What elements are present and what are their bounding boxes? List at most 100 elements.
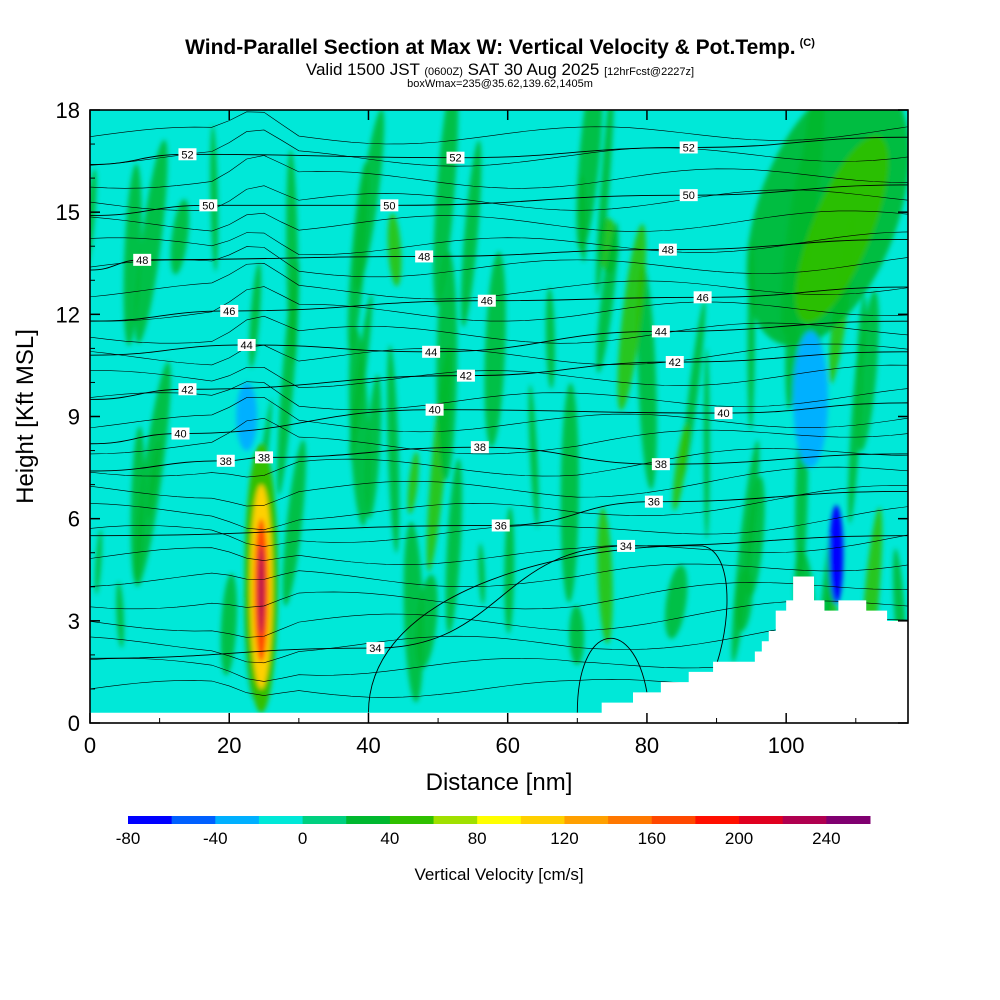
contour-label: 48 [136,255,148,267]
colorbar-swatch [258,816,304,824]
contour-label-bg [456,369,475,382]
downdraft-east [829,505,844,604]
colorbar-tick-label: 40 [380,829,399,848]
colorbar-tick-label: 80 [468,829,487,848]
theta-contour-minor [90,155,908,189]
colorbar-swatch [520,816,565,824]
colorbar-tick-label: -80 [116,829,141,848]
updraft-streak [856,290,879,452]
colorbar-swatch [826,816,871,824]
colorbar-tick-label: 240 [812,829,840,848]
updraft-streak [282,439,307,606]
contour-label-bg [491,519,510,532]
colorbar-swatch [782,816,827,824]
theta-contour-minor [90,619,908,664]
field-layer [90,110,908,723]
updraft-streak [576,110,603,253]
theta-contour-minor [90,364,908,388]
theta-contour-minor [90,600,908,638]
updraft-streak [387,213,402,287]
theta-contour-minor [90,263,908,300]
contour-label-bg [714,407,733,420]
theta-contour-44 [90,320,908,356]
y-tick-label: 15 [56,200,80,225]
contour-label-bg [446,151,465,164]
contour-label-bg [216,454,235,467]
contour-label-bg [415,250,434,263]
updraft-streak [210,125,219,272]
downdraft-east-upper [793,331,828,468]
x-tick-label: 100 [768,733,805,758]
theta-contour-minor [90,563,908,588]
updraft-streak [220,573,238,676]
colorbar-swatch [564,816,609,824]
contour-label: 34 [369,643,381,655]
updraft-streak [528,384,539,529]
x-tick-label: 80 [635,733,659,758]
contour-label-bg [644,495,663,508]
contour-label: 42 [669,357,681,369]
y-tick-label: 18 [56,98,80,123]
updraft-streak [348,326,370,527]
colorbar-swatch [215,816,260,824]
updraft-streak [116,581,125,648]
updraft-streak [735,567,753,632]
contour-label: 46 [223,306,235,318]
contour-label: 46 [697,292,709,304]
contour-label: 40 [428,405,440,417]
theta-contour-34 [90,535,908,659]
updraft-streak [703,348,710,540]
theta-contour-36 [90,490,908,537]
colorbar-tick-label: -40 [203,829,228,848]
contour-label: 52 [181,149,193,161]
updraft-streak [135,139,168,344]
y-axis-title: Height [Kft MSL] [12,329,39,504]
contour-label-bg [679,189,698,202]
contour-label: 34 [620,541,632,553]
forecast-info: [12hrFcst@2227z] [604,66,695,78]
theta-contour-34-low [368,545,728,713]
colorbar-swatch [302,816,347,824]
contour-label-bg [220,304,239,317]
contour-label: 38 [655,459,667,471]
updraft-streak [856,295,867,380]
contour-label: 44 [241,340,253,352]
updraft-streak [595,110,615,297]
contour-label-bg [679,141,698,154]
theta-contour-minor [90,396,908,433]
contour-label: 50 [383,200,395,212]
colorbar-tick-label: 120 [550,829,578,848]
valid-date: SAT 30 Aug 2025 [467,60,600,79]
colorbar: -80 -40 0 40 80 120 160 200 240 Vertical Velocity… [116,816,871,884]
updraft-streak [365,374,382,519]
updraft-streak [445,458,463,634]
contour-label-bg [477,294,496,307]
updraft-streak [569,605,585,665]
theta-contour-50 [90,184,908,217]
x-tick-label: 40 [356,733,380,758]
colorbar-swatch [171,816,216,824]
contour-label: 40 [717,408,729,420]
updraft-streak [386,345,400,553]
contour-label-bg [237,338,256,351]
theta-contour-minor [90,185,908,211]
theta-contour-minor [90,129,908,167]
theta-contour-38 [90,446,908,472]
contour-label: 52 [683,142,695,154]
theta-contour-minor [90,111,908,145]
colorbar-swatch [346,816,391,824]
contour-label: 38 [474,442,486,454]
contour-label: 50 [683,190,695,202]
y-tick-label: 6 [68,507,80,532]
contour-label-bg [425,403,444,416]
updraft-streak [134,361,171,587]
contour-label-bg [651,458,670,471]
y-tick-label: 3 [68,609,80,634]
x-axis-title: Distance [nm] [426,769,573,796]
contour-label-bg [366,642,385,655]
contour-label-bg [178,148,197,161]
updraft-streak [433,110,459,305]
contour-label-bg [665,356,684,369]
colorbar-swatch [739,816,784,824]
theta-contour-minor [90,246,908,278]
